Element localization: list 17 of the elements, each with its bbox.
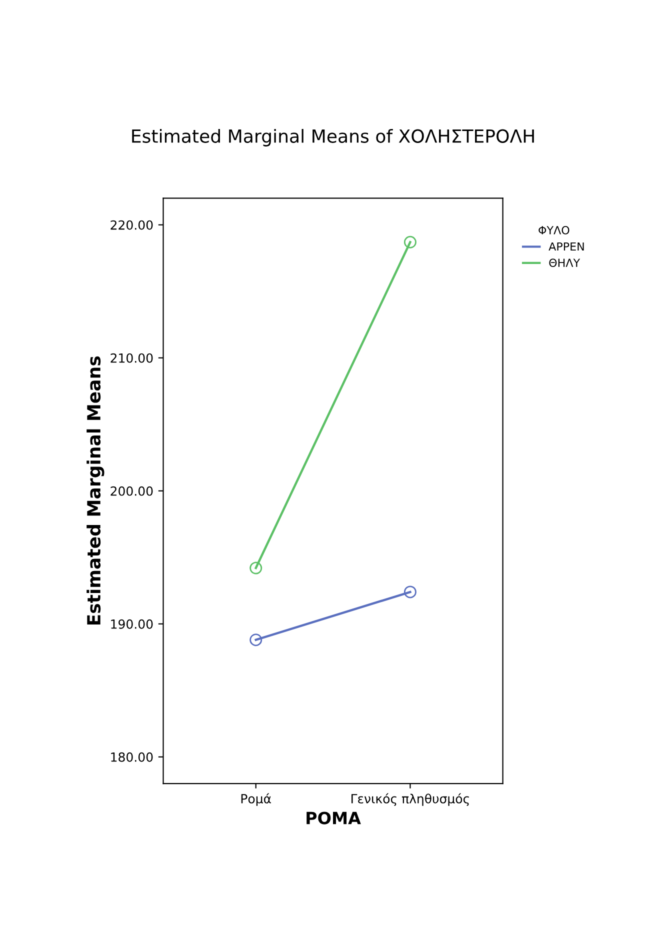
- point: [250, 634, 262, 646]
- point: [404, 236, 416, 248]
- x-tick-label: Γενικός πληθυσμός: [352, 793, 469, 806]
- y-tick-label: 180.00: [111, 752, 153, 762]
- x-tick-label: Ρομά: [241, 793, 271, 806]
- legend-label: ΘΗΛΥ: [549, 258, 580, 268]
- chart-title: Estimated Marginal Means of ΧΟΛΗΣΤΕΡΟΛΗ: [132, 128, 534, 146]
- x-axis-title: ΡΟΜΑ: [306, 812, 361, 824]
- y-tick-label: 200.00: [110, 486, 153, 496]
- y-tick-label: 210.00: [110, 353, 153, 363]
- point: [404, 586, 416, 598]
- point: [250, 562, 262, 574]
- legend-label: ΑΡΡΕΝ: [548, 242, 584, 251]
- y-tick-label: 190.00: [111, 619, 153, 629]
- y-tick-label: 220.00: [110, 220, 153, 230]
- y-axis-title: Estimated Marginal Means: [86, 356, 104, 625]
- legend-title: ΦΥΛΟ: [538, 226, 570, 234]
